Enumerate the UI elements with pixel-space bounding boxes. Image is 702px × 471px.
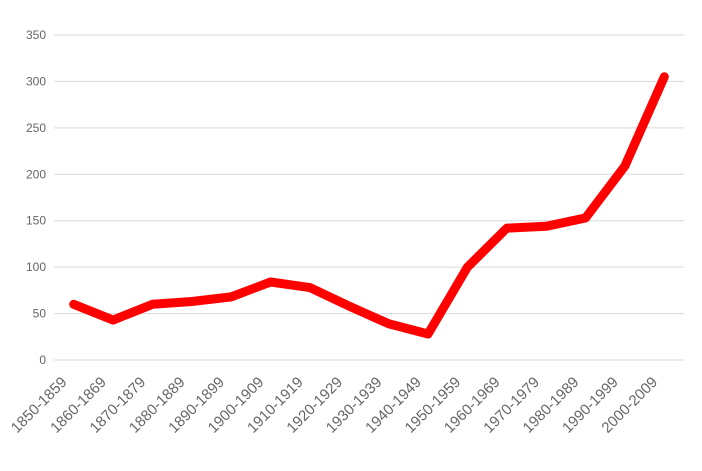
svg-text:0: 0 [39,353,46,367]
svg-text:200: 200 [26,167,46,181]
svg-text:250: 250 [26,121,46,135]
svg-text:50: 50 [33,307,47,321]
svg-text:150: 150 [26,214,46,228]
svg-text:300: 300 [26,74,46,88]
svg-text:100: 100 [26,260,46,274]
svg-text:350: 350 [26,28,46,42]
